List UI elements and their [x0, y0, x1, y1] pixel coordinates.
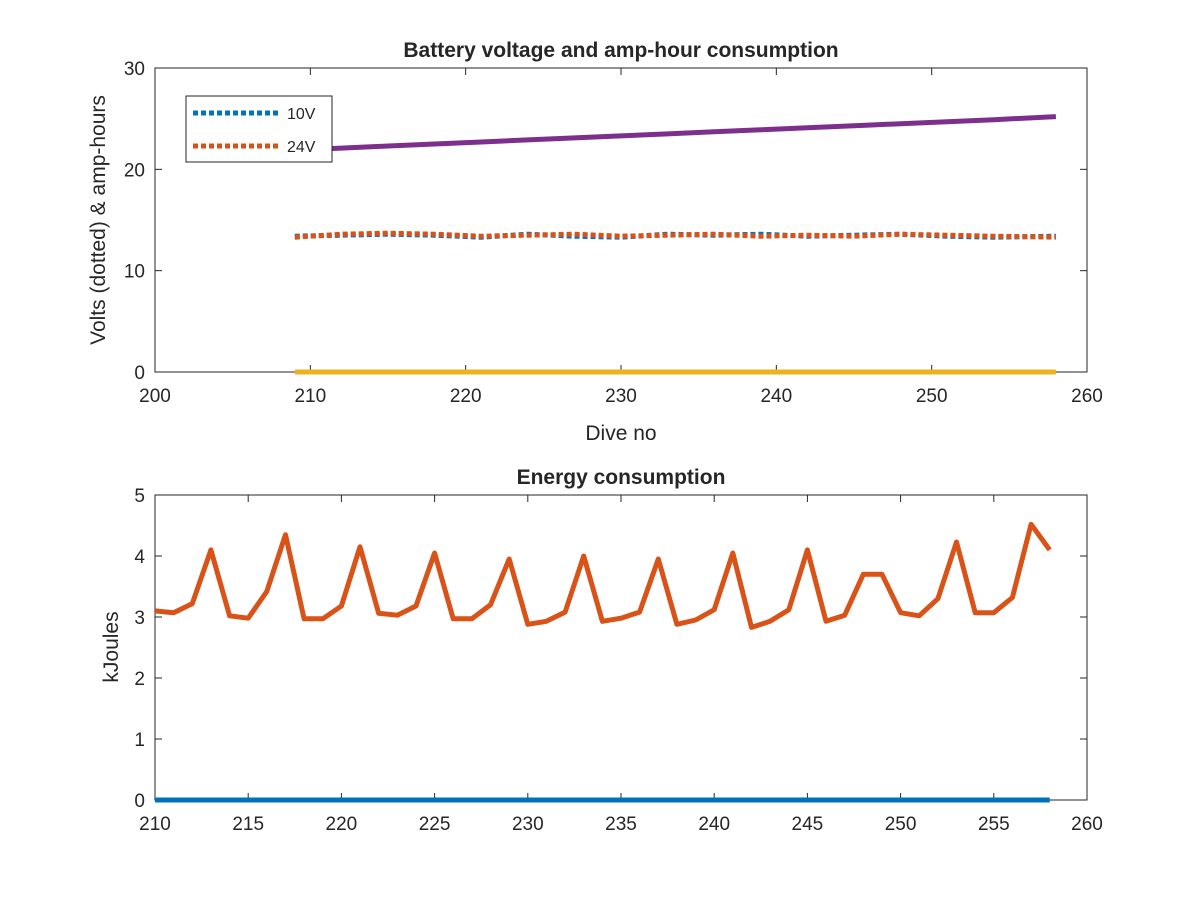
x-tick-label: 240 — [760, 386, 792, 407]
x-tick-label: 215 — [232, 814, 264, 835]
energy-chart-title: Energy consumption — [517, 466, 726, 489]
y-tick-label: 0 — [134, 791, 145, 812]
x-tick-label: 200 — [139, 386, 171, 407]
series-line-0-3 — [294, 114, 1057, 153]
series-line-24v — [294, 230, 1056, 240]
voltage-y-axis-label: Volts (dotted) & amp-hours — [87, 95, 110, 345]
y-tick-label: 20 — [124, 160, 145, 181]
energy-axes-box — [154, 494, 1088, 801]
y-tick-label: 5 — [134, 486, 145, 507]
x-tick-label: 220 — [450, 386, 482, 407]
y-tick-label: 1 — [134, 730, 145, 751]
x-tick-label: 260 — [1071, 386, 1103, 407]
y-tick-label: 3 — [134, 608, 145, 629]
y-tick-label: 4 — [134, 547, 145, 568]
voltage-legend: 10V 24V — [185, 95, 333, 163]
x-tick-label: 260 — [1071, 814, 1103, 835]
legend-box — [185, 95, 333, 163]
x-tick-label: 255 — [978, 814, 1010, 835]
energy-x-ticks: 210 215 220 225 230 235 240 245 250 255 260 — [139, 495, 1103, 835]
x-tick-label: 210 — [294, 386, 326, 407]
series-line-1-1 — [154, 521, 1052, 630]
x-tick-label: 220 — [326, 814, 358, 835]
x-tick-label: 245 — [792, 814, 824, 835]
y-tick-label: 2 — [134, 669, 145, 690]
x-tick-label: 230 — [512, 814, 544, 835]
energy-subplot: 210 215 220 225 230 235 240 245 250 255 260 0 1 2 3 4 5… — [100, 466, 1103, 835]
voltage-subplot: 200 210 220 230 240 250 260 0 10 20 30 Battery vo… — [87, 39, 1103, 445]
x-tick-label: 235 — [605, 814, 637, 835]
legend-label-10v: 10V — [287, 106, 316, 123]
energy-y-axis-label: kJoules — [100, 611, 123, 682]
legend-label-24v: 24V — [287, 139, 316, 156]
x-tick-label: 230 — [605, 386, 637, 407]
voltage-y-ticks: 0 10 20 30 — [124, 59, 1087, 384]
x-tick-label: 240 — [698, 814, 730, 835]
energy-series-lines — [154, 521, 1052, 803]
voltage-x-ticks: 200 210 220 230 240 250 260 — [139, 68, 1103, 407]
energy-y-ticks: 0 1 2 3 4 5 — [134, 486, 1087, 812]
y-tick-label: 0 — [134, 363, 145, 384]
y-tick-label: 30 — [124, 59, 145, 80]
y-tick-label: 10 — [124, 262, 145, 283]
x-tick-label: 210 — [139, 814, 171, 835]
x-tick-label: 250 — [885, 814, 917, 835]
x-tick-label: 250 — [916, 386, 948, 407]
voltage-chart-title: Battery voltage and amp-hour consumption — [403, 39, 838, 62]
voltage-series-lines — [294, 114, 1057, 375]
voltage-x-axis-label: Dive no — [585, 422, 656, 445]
x-tick-label: 225 — [419, 814, 451, 835]
